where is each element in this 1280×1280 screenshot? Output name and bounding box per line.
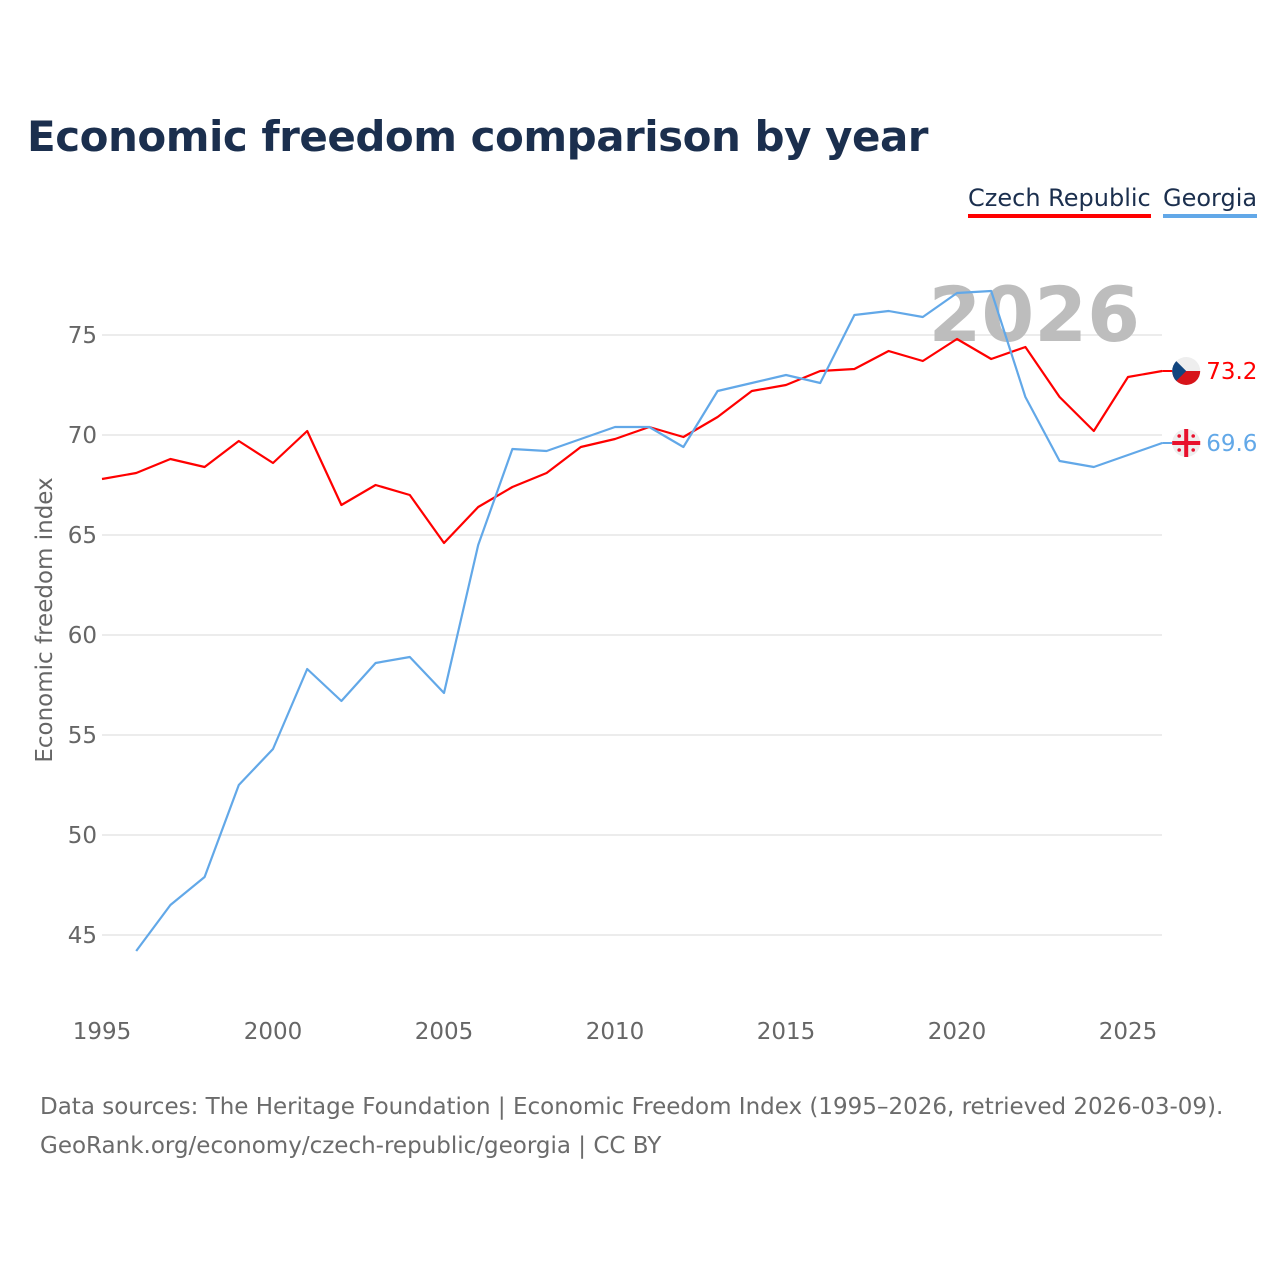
x-tick-label: 2025 — [1099, 1019, 1158, 1045]
y-tick-label: 65 — [68, 523, 97, 549]
series-line-czech-republic — [101, 337, 1163, 545]
end-value-label: 73.2 — [1206, 359, 1257, 385]
georgia-flag-small-cross — [1177, 434, 1181, 438]
georgia-flag-small-cross — [1177, 448, 1181, 452]
y-tick-label: 55 — [68, 723, 97, 749]
year-watermark: 2026 — [928, 270, 1140, 359]
source-link[interactable]: GeoRank.org/economy/czech-republic/georg… — [40, 1133, 662, 1159]
x-tick-label: 1995 — [73, 1019, 132, 1045]
y-axis-label: Economic freedom index — [32, 477, 58, 762]
x-tick-label: 2005 — [415, 1019, 474, 1045]
y-tick-label: 70 — [68, 423, 97, 449]
y-tick-label: 45 — [68, 923, 97, 949]
end-value-label: 69.6 — [1206, 431, 1257, 457]
x-tick-label: 2015 — [757, 1019, 816, 1045]
georgia-flag-small-cross — [1191, 448, 1195, 452]
series-line-georgia — [135, 289, 1163, 952]
x-tick-label: 2020 — [928, 1019, 987, 1045]
x-tick-label: 2010 — [586, 1019, 645, 1045]
legend-czech-republic[interactable]: Czech Republic — [968, 184, 1151, 218]
footer: Data sources: The Heritage Foundation | … — [40, 1088, 1223, 1166]
data-source: Data sources: The Heritage Foundation | … — [40, 1094, 1224, 1120]
y-tick-label: 75 — [68, 323, 97, 349]
chart-title: Economic freedom comparison by year — [27, 112, 929, 161]
legend-georgia[interactable]: Georgia — [1163, 184, 1258, 218]
y-tick-label: 60 — [68, 623, 97, 649]
czech-flag-blue — [1172, 361, 1187, 381]
georgia-flag-small-cross — [1191, 434, 1195, 438]
georgia-flag-cross — [1184, 429, 1189, 457]
x-tick-label: 2000 — [244, 1019, 303, 1045]
y-tick-label: 50 — [68, 823, 97, 849]
